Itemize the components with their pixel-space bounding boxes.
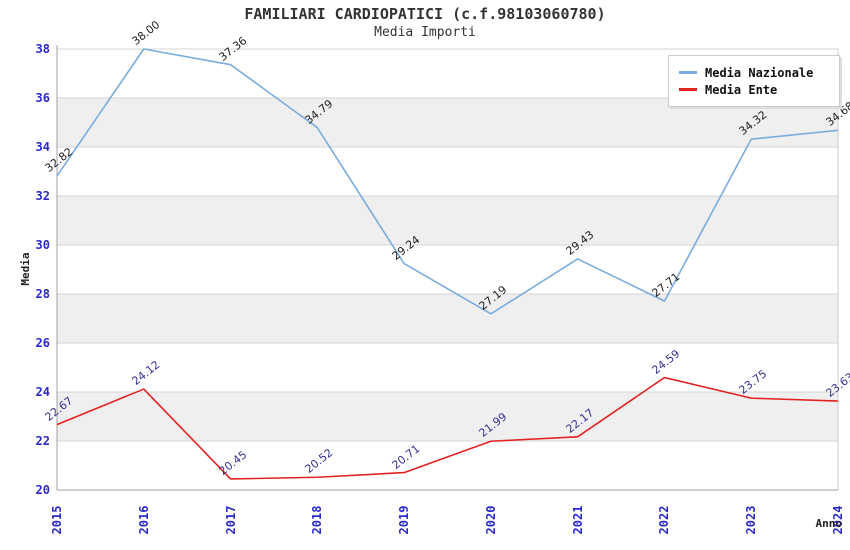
y-tick-label: 32: [35, 189, 50, 203]
chart-subtitle: Media Importi: [374, 25, 476, 40]
legend-item-media-nazionale: Media Nazionale: [679, 65, 829, 80]
y-tick-label: 24: [35, 385, 50, 399]
series-line-media-nazionale: [56, 48, 839, 315]
x-tick-label: 2019: [397, 505, 412, 535]
legend-swatch-media-ente: [679, 88, 697, 91]
x-tick-label: 2023: [744, 505, 759, 535]
x-tick-label: 2020: [483, 505, 498, 535]
x-axis-title: Anno: [815, 517, 843, 530]
legend: Media Nazionale Media Ente: [668, 55, 840, 107]
x-tick-label: 2016: [136, 505, 151, 535]
y-tick-label: 34: [35, 140, 50, 154]
x-tick-label: 2022: [657, 505, 672, 535]
y-axis-title: Media: [19, 252, 32, 286]
plot-band: [57, 294, 838, 343]
y-tick-label: 36: [35, 91, 50, 105]
legend-label-media-nazionale: Media Nazionale: [705, 65, 814, 80]
x-tick-label: 2017: [223, 505, 238, 535]
legend-item-media-ente: Media Ente: [679, 82, 829, 97]
legend-label-media-ente: Media Ente: [705, 82, 778, 97]
plot-band: [57, 441, 838, 490]
x-tick-label: 2021: [570, 505, 585, 535]
plot-band: [57, 196, 838, 245]
y-tick-label: 26: [35, 336, 50, 350]
y-tick-label: 28: [35, 287, 50, 301]
plot-band: [57, 392, 838, 441]
x-tick-label: 2015: [50, 505, 64, 535]
y-tick-label: 22: [35, 434, 50, 448]
plot-band: [57, 245, 838, 294]
plot-band: [57, 343, 838, 392]
plot-band: [57, 147, 838, 196]
legend-swatch-media-nazionale: [679, 71, 697, 74]
y-tick-label: 20: [35, 483, 50, 497]
y-tick-label: 30: [35, 238, 50, 252]
series-line-media-ente: [56, 376, 839, 480]
y-tick-label: 38: [35, 42, 50, 56]
x-tick-label: 2018: [310, 505, 325, 535]
chart-title: FAMILIARI CARDIOPATICI (c.f.98103060780): [244, 5, 606, 23]
